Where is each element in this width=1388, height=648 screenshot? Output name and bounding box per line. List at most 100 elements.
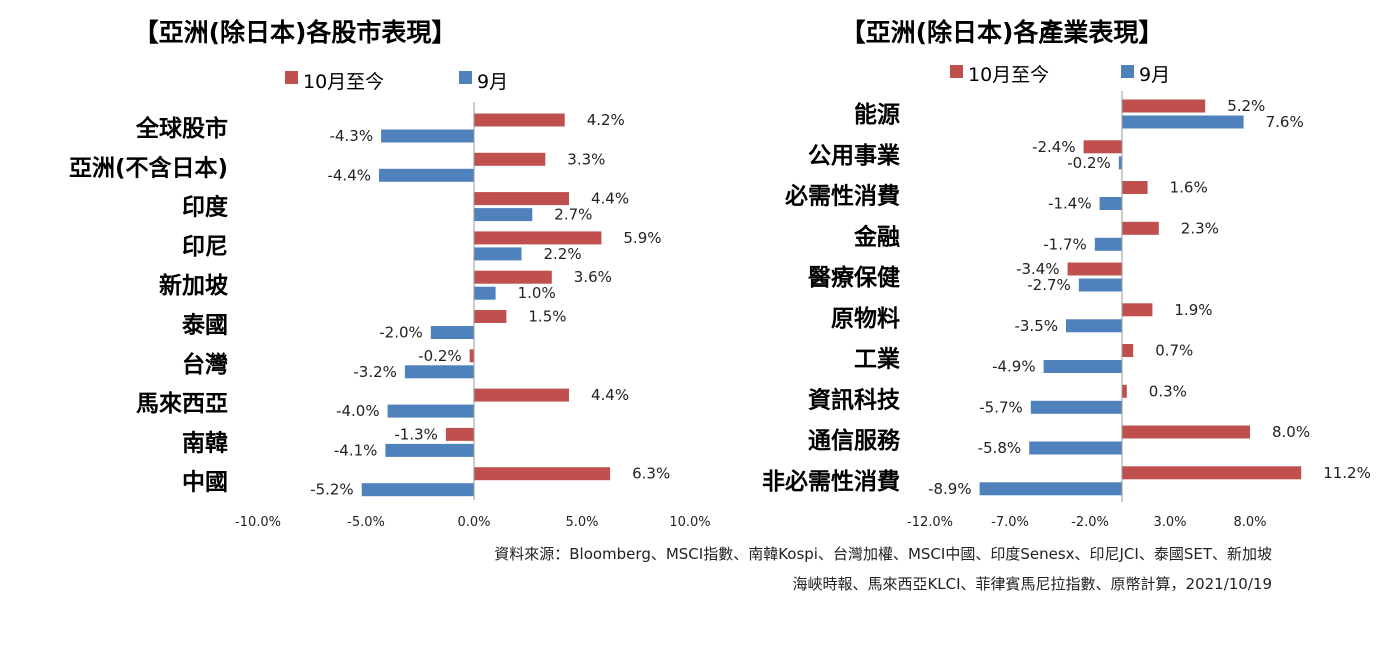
stock-category-label: 新加坡 — [159, 272, 228, 299]
sector-bar-oct — [1067, 262, 1122, 276]
sector-x-tick-label: 8.0% — [1233, 515, 1266, 530]
stock-bar-sep — [385, 443, 474, 457]
sector-value-label: 0.3% — [1149, 382, 1187, 400]
stock-value-label: -1.3% — [394, 425, 438, 443]
stock-bar-sep — [361, 483, 474, 497]
sector-x-tick-label: -7.0% — [991, 515, 1029, 530]
sector-value-label: 8.0% — [1272, 423, 1310, 441]
sector-value-label: 0.7% — [1155, 342, 1193, 360]
stock-x-tick-label: 0.0% — [457, 515, 490, 530]
sector-bar-sep — [1122, 115, 1244, 129]
stock-bar-oct — [474, 113, 565, 127]
stock-value-label: -4.0% — [336, 402, 380, 420]
sector-bar-sep — [1030, 400, 1122, 414]
sector-category-label: 原物料 — [831, 305, 900, 332]
sector-category-label: 金融 — [853, 223, 900, 250]
stock-bar-sep — [430, 326, 474, 339]
stock-category-label: 馬來西亞 — [136, 391, 228, 417]
stock-category-label: 泰國 — [181, 312, 228, 339]
sector-category-label: 資訊科技 — [808, 386, 901, 413]
stock-value-label: 4.2% — [587, 111, 625, 129]
sector-bar-oct — [1122, 99, 1206, 113]
sector-value-label: -1.7% — [1043, 235, 1087, 253]
sector-bar-sep — [979, 482, 1122, 496]
sector-bar-oct — [1122, 384, 1127, 398]
stock-value-label: -0.2% — [418, 347, 462, 365]
stock-bar-sep — [474, 286, 496, 300]
sector-bar-sep — [1078, 278, 1122, 292]
stock-category-label: 印尼 — [182, 234, 228, 260]
stock-x-tick-label: 10.0% — [669, 515, 710, 530]
sector-value-label: 7.6% — [1266, 113, 1304, 131]
stock-bar-sep — [404, 365, 474, 379]
sector-value-label: -2.7% — [1027, 276, 1071, 294]
stock-bar-oct — [445, 427, 474, 441]
stock-value-label: -4.3% — [330, 127, 374, 145]
stock-bar-sep — [387, 404, 474, 418]
sector-value-label: -2.4% — [1032, 138, 1076, 156]
source-line-2: 海峽時報、馬來西亞KLCI、菲律賓馬尼拉指數、原幣計算，2021/10/19 — [792, 575, 1272, 593]
sector-category-label: 通信服務 — [808, 427, 901, 454]
sector-bar-sep — [1066, 319, 1122, 333]
sector-category-label: 能源 — [854, 101, 900, 128]
stock-value-label: 5.9% — [623, 229, 661, 247]
stock-value-label: 3.6% — [574, 268, 612, 286]
stock-category-label: 亞洲(不含日本) — [69, 154, 228, 181]
stock-chart-title: 【亞洲(除日本)各股市表現】 — [134, 18, 457, 47]
sector-bar-oct — [1122, 221, 1159, 235]
sector-bar-sep — [1029, 441, 1122, 455]
stock-bar-sep — [379, 168, 474, 182]
stock-value-label: 6.3% — [632, 465, 670, 483]
sector-bar-oct — [1122, 425, 1250, 439]
stock-legend-swatch-0 — [285, 71, 298, 84]
sector-category-label: 必需性消費 — [785, 183, 900, 210]
sector-legend-label-1: 9月 — [1139, 64, 1170, 86]
source-line-1: 資料來源：Bloomberg、MSCI指數、南韓Kospi、台灣加權、MSCI中… — [494, 545, 1272, 563]
sector-category-label: 非必需性消費 — [762, 468, 900, 495]
sector-value-label: -5.8% — [978, 439, 1022, 457]
sector-value-label: -1.4% — [1048, 195, 1092, 213]
stock-bar-oct — [469, 349, 474, 363]
sector-legend-swatch-1 — [1121, 65, 1134, 78]
sector-value-label: -3.5% — [1014, 317, 1058, 335]
stock-category-label: 中國 — [182, 470, 228, 496]
sector-bar-oct — [1122, 466, 1302, 480]
stock-value-label: 2.7% — [554, 206, 592, 224]
sector-legend-label-0: 10月至今 — [968, 64, 1049, 86]
stock-bar-sep — [474, 247, 522, 261]
sector-value-label: 2.3% — [1181, 219, 1219, 237]
stock-category-label: 印度 — [182, 194, 229, 221]
sector-bar-sep — [1118, 156, 1122, 170]
stock-bar-sep — [474, 208, 533, 222]
sector-category-label: 公用事業 — [808, 142, 901, 169]
sector-bar-oct — [1122, 303, 1153, 317]
stock-x-tick-label: -5.0% — [347, 515, 385, 530]
stock-value-label: 1.0% — [518, 284, 556, 302]
stock-value-label: 1.5% — [528, 308, 566, 326]
stock-category-label: 全球股市 — [135, 115, 228, 142]
stock-legend-label-1: 9月 — [477, 71, 508, 93]
stock-value-label: 4.4% — [591, 386, 629, 404]
stock-value-label: 3.3% — [567, 150, 605, 168]
stock-bar-oct — [474, 467, 611, 481]
stock-value-label: -2.0% — [379, 324, 423, 342]
stock-bar-oct — [474, 192, 569, 206]
sector-value-label: 1.6% — [1170, 179, 1208, 197]
sector-chart-title: 【亞洲(除日本)各產業表現】 — [841, 18, 1164, 47]
stock-value-label: -5.2% — [310, 481, 354, 499]
stock-category-label: 南韓 — [182, 429, 228, 456]
sector-value-label: 5.2% — [1227, 97, 1265, 115]
sector-x-tick-label: 3.0% — [1153, 515, 1186, 530]
sector-value-label: -0.2% — [1067, 154, 1111, 172]
stock-legend-swatch-1 — [459, 71, 472, 84]
sector-x-tick-label: -12.0% — [907, 515, 953, 530]
sector-value-label: -4.9% — [992, 358, 1036, 376]
sector-bar-oct — [1122, 181, 1148, 194]
sector-bar-sep — [1043, 360, 1122, 373]
sector-bar-sep — [1094, 237, 1122, 251]
sector-category-label: 醫療保健 — [808, 264, 900, 291]
stock-value-label: 4.4% — [591, 190, 629, 208]
stock-x-tick-label: 5.0% — [565, 515, 598, 530]
